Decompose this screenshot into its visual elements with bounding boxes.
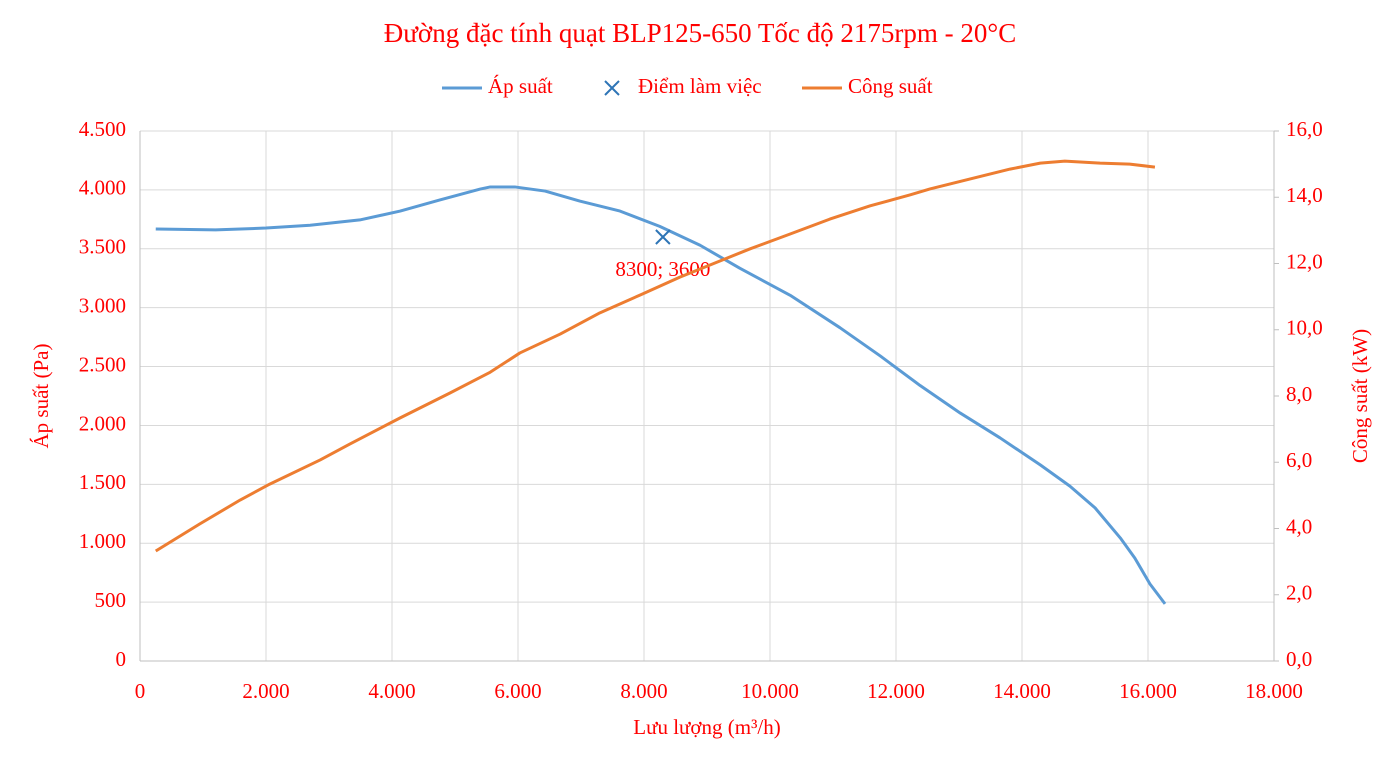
y2-tick-label: 6,0 [1286,448,1312,472]
legend-label: Điểm làm việc [638,74,762,98]
x-tick-label: 16.000 [1119,679,1177,703]
x-tick-label: 2.000 [242,679,289,703]
marker [655,229,671,245]
y2-tick-label: 14,0 [1286,183,1323,207]
y2-tick-label: 16,0 [1286,117,1323,141]
legend-label: Áp suất [488,74,553,98]
line [155,185,1167,605]
x-tick-label: 10.000 [741,679,799,703]
x-tick-label: 12.000 [867,679,925,703]
x-tick-label: 18.000 [1245,679,1303,703]
y-tick-label: 1.500 [79,470,126,494]
x-tick-label: 0 [135,679,146,703]
x-tick-label: 6.000 [494,679,541,703]
line [154,159,1156,553]
y2-axis-title: Công suất (kW) [1348,329,1372,463]
x-axis-title: Lưu lượng (m³/h) [633,715,780,739]
legend-swatch [604,80,620,96]
y-tick-label: 0 [116,647,127,671]
y-tick-label: 4.500 [79,117,126,141]
data-label: 8300; 3600 [615,257,710,281]
y2-tick-label: 12,0 [1286,249,1323,273]
x-tick-label: 8.000 [620,679,667,703]
y-tick-label: 500 [95,588,127,612]
y-tick-label: 3.500 [79,235,126,259]
y-tick-label: 1.000 [79,529,126,553]
y-tick-label: 4.000 [79,176,126,200]
y2-tick-label: 0,0 [1286,647,1312,671]
x-tick-label: 14.000 [993,679,1051,703]
legend-label: Công suất [848,74,933,98]
y-axis-title: Áp suất (Pa) [29,344,53,449]
y-tick-label: 2.500 [79,352,126,376]
x-tick-label: 4.000 [368,679,415,703]
y-tick-label: 3.000 [79,293,126,317]
y2-tick-label: 8,0 [1286,382,1312,406]
y2-tick-label: 10,0 [1286,316,1323,340]
chart-title: Đường đặc tính quạt BLP125-650 Tốc độ 21… [384,18,1016,48]
y2-tick-label: 4,0 [1286,514,1312,538]
y-tick-label: 2.000 [79,411,126,435]
y2-tick-label: 2,0 [1286,581,1312,605]
